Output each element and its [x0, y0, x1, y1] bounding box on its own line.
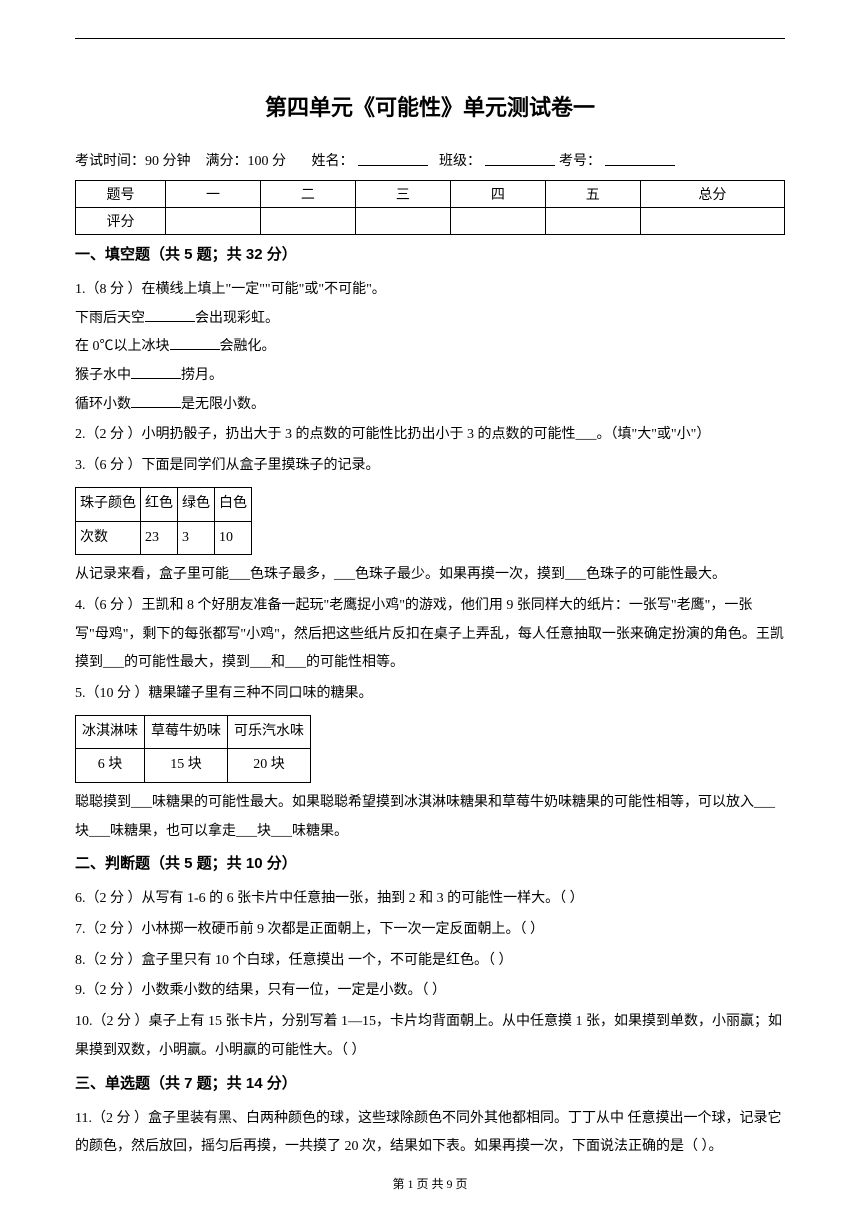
table-cell: 3	[178, 521, 215, 555]
question-9: 9.（2 分 ）小数乘小数的结果，只有一位，一定是小数。（ ）	[75, 977, 785, 1006]
question-11: 11.（2 分 ）盒子里装有黑、白两种颜色的球，这些球除颜色不同外其他都相同。丁…	[75, 1105, 785, 1162]
score-cell	[640, 208, 784, 235]
q3-text: 从记录来看，盒子里可能___色珠子最多，___色珠子最少。如果再摸一次，摸到__…	[75, 561, 785, 590]
table-cell: 次数	[76, 521, 141, 555]
question-8: 8.（2 分 ）盒子里只有 10 个白球，任意摸出 一个，不可能是红色。（ ）	[75, 947, 785, 976]
table-cell: 6 块	[76, 749, 145, 783]
q1-text: 在 0℃以上冰块	[75, 339, 170, 354]
exam-info-row: 考试时间：90 分钟 满分：100 分 姓名： 班级： 考号：	[75, 150, 785, 170]
q5-text: 聪聪摸到___味糖果的可能性最大。如果聪聪希望摸到冰淇淋味糖果和草莓牛奶味糖果的…	[75, 789, 785, 846]
section-1-title: 一、填空题（共 5 题；共 32 分）	[75, 243, 785, 264]
col-header: 一	[166, 181, 261, 208]
exam-duration: 考试时间：90 分钟	[75, 150, 191, 170]
score-cell	[260, 208, 355, 235]
class-label: 班级：	[439, 150, 481, 170]
question-1: 1.（8 分 ）在横线上填上"一定""可能"或"不可能"。 下雨后天空 会出现彩虹…	[75, 276, 785, 419]
score-cell	[545, 208, 640, 235]
table-cell: 草莓牛奶味	[145, 715, 228, 749]
col-header: 三	[355, 181, 450, 208]
header-rule	[75, 38, 785, 39]
id-blank	[605, 150, 675, 166]
q3-header: 3.（6 分 ）下面是同学们从盒子里摸珠子的记录。	[75, 452, 785, 481]
fill-blank	[131, 394, 181, 408]
fill-blank	[145, 308, 195, 322]
fill-blank	[131, 365, 181, 379]
table-cell: 红色	[141, 487, 178, 521]
table-row: 次数 23 3 10	[76, 521, 252, 555]
table-row: 6 块 15 块 20 块	[76, 749, 311, 783]
table-row: 冰淇淋味 草莓牛奶味 可乐汽水味	[76, 715, 311, 749]
table-cell: 白色	[215, 487, 252, 521]
table-cell: 珠子颜色	[76, 487, 141, 521]
table-cell: 冰淇淋味	[76, 715, 145, 749]
score-cell	[166, 208, 261, 235]
table-cell: 23	[141, 521, 178, 555]
name-blank	[358, 150, 428, 166]
full-score: 满分：100 分	[206, 150, 287, 170]
score-cell	[355, 208, 450, 235]
col-header: 总分	[640, 181, 784, 208]
q5-header: 5.（10 分 ）糖果罐子里有三种不同口味的糖果。	[75, 680, 785, 709]
question-3: 3.（6 分 ）下面是同学们从盒子里摸珠子的记录。 珠子颜色 红色 绿色 白色 …	[75, 452, 785, 590]
q1-text: 猴子水中	[75, 368, 131, 383]
class-blank	[485, 150, 555, 166]
col-header: 五	[545, 181, 640, 208]
question-4: 4.（6 分 ）王凯和 8 个好朋友准备一起玩"老鹰捉小鸡"的游戏，他们用 9 …	[75, 592, 785, 678]
table-cell: 可乐汽水味	[228, 715, 311, 749]
table-cell: 20 块	[228, 749, 311, 783]
col-header: 二	[260, 181, 355, 208]
q1-header: 1.（8 分 ）在横线上填上"一定""可能"或"不可能"。	[75, 276, 785, 305]
candy-table: 冰淇淋味 草莓牛奶味 可乐汽水味 6 块 15 块 20 块	[75, 715, 311, 783]
q1-text: 下雨后天空	[75, 311, 145, 326]
section-2-title: 二、判断题（共 5 题；共 10 分）	[75, 852, 785, 873]
id-label: 考号：	[559, 150, 601, 170]
table-row: 题号 一 二 三 四 五 总分	[76, 181, 785, 208]
row-header: 题号	[76, 181, 166, 208]
fill-blank	[170, 336, 220, 350]
table-cell: 15 块	[145, 749, 228, 783]
q1-text: 捞月。	[181, 368, 223, 383]
table-row: 珠子颜色 红色 绿色 白色	[76, 487, 252, 521]
q1-text: 会出现彩虹。	[195, 311, 279, 326]
table-cell: 10	[215, 521, 252, 555]
q1-text: 会融化。	[220, 339, 276, 354]
bead-table: 珠子颜色 红色 绿色 白色 次数 23 3 10	[75, 487, 252, 555]
table-row: 评分	[76, 208, 785, 235]
question-2: 2.（2 分 ）小明扔骰子，扔出大于 3 的点数的可能性比扔出小于 3 的点数的…	[75, 421, 785, 450]
name-label: 姓名：	[312, 150, 354, 170]
row-header: 评分	[76, 208, 166, 235]
section-3-title: 三、单选题（共 7 题；共 14 分）	[75, 1072, 785, 1093]
score-cell	[450, 208, 545, 235]
q1-text: 循环小数	[75, 397, 131, 412]
score-table: 题号 一 二 三 四 五 总分 评分	[75, 180, 785, 235]
q1-text: 是无限小数。	[181, 397, 265, 412]
col-header: 四	[450, 181, 545, 208]
question-5: 5.（10 分 ）糖果罐子里有三种不同口味的糖果。 冰淇淋味 草莓牛奶味 可乐汽…	[75, 680, 785, 846]
question-7: 7.（2 分 ）小林掷一枚硬币前 9 次都是正面朝上，下一次一定反面朝上。（ ）	[75, 916, 785, 945]
document-title: 第四单元《可能性》单元测试卷一	[75, 90, 785, 122]
question-6: 6.（2 分 ）从写有 1-6 的 6 张卡片中任意抽一张，抽到 2 和 3 的…	[75, 885, 785, 914]
table-cell: 绿色	[178, 487, 215, 521]
page-footer: 第 1 页 共 9 页	[0, 1175, 860, 1192]
question-10: 10.（2 分 ）桌子上有 15 张卡片，分别写着 1—15，卡片均背面朝上。从…	[75, 1008, 785, 1065]
